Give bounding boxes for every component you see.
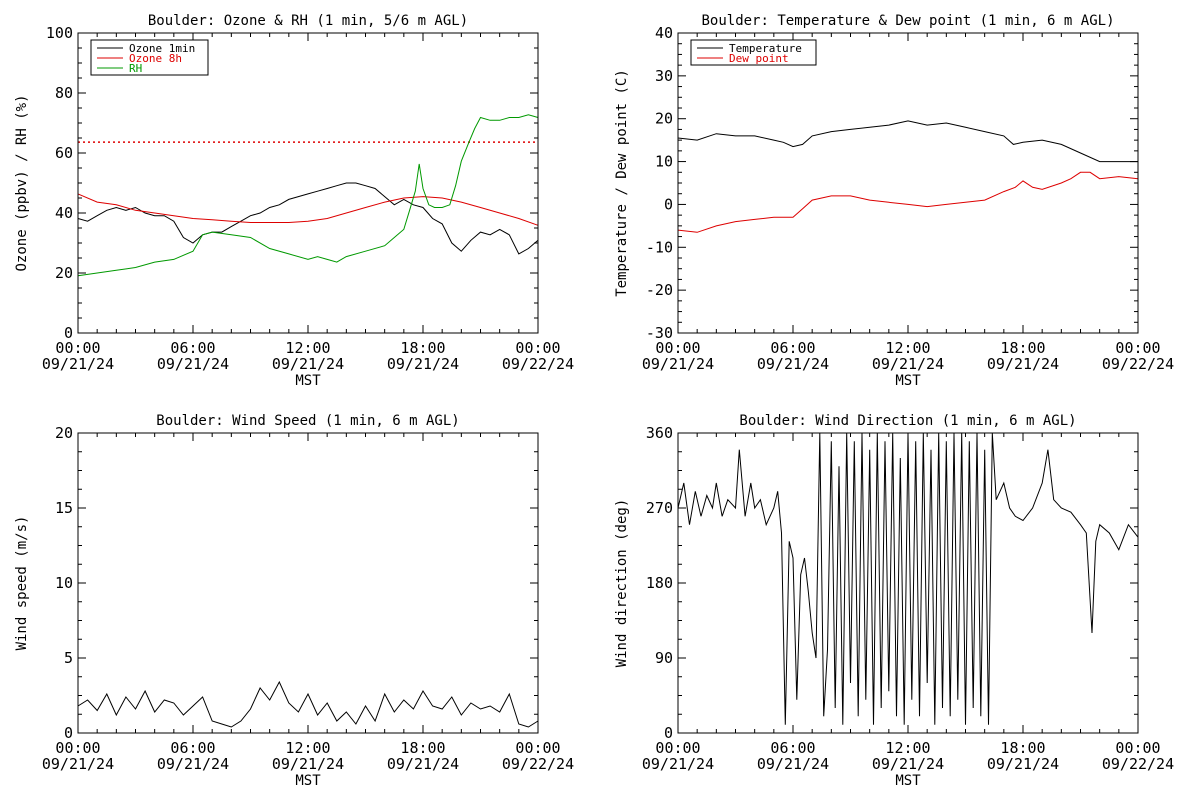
y-axis-label: Wind direction (deg) <box>614 499 630 668</box>
y-tick-label: 20 <box>55 424 73 442</box>
x-tick-date-label: 09/22/24 <box>502 355 574 373</box>
chart-title: Boulder: Ozone & RH (1 min, 5/6 m AGL) <box>148 13 468 29</box>
y-tick-label: 0 <box>664 724 673 742</box>
x-axis-label: MST <box>895 773 921 789</box>
x-tick-time-label: 12:00 <box>885 339 930 357</box>
x-tick-time-label: 12:00 <box>285 339 330 357</box>
x-tick-date-label: 09/21/24 <box>757 355 829 373</box>
x-tick-time-label: 18:00 <box>400 739 445 757</box>
legend <box>90 39 209 76</box>
x-tick-date-label: 09/21/24 <box>387 355 459 373</box>
x-tick-time-label: 00:00 <box>1115 739 1160 757</box>
x-tick-time-label: 00:00 <box>515 339 560 357</box>
ozone-rh-panel: Boulder: Ozone & RH (1 min, 5/6 m AGL) 0 2… <box>14 13 574 389</box>
series-line-rh <box>77 114 539 277</box>
y-tick-label: 30 <box>655 67 673 85</box>
y-tick-label: 5 <box>64 649 73 667</box>
plot-frame <box>677 32 1139 334</box>
y-tick-label: 60 <box>55 144 73 162</box>
legend-entry: Ozone 8h <box>129 52 182 65</box>
plot-frame <box>677 432 1139 734</box>
legend-entry: Dew point <box>729 52 789 65</box>
y-tick-label: 0 <box>64 724 73 742</box>
x-tick-date-label: 09/22/24 <box>1102 755 1174 773</box>
y-tick-label: 180 <box>646 574 673 592</box>
plot-frame <box>77 432 539 734</box>
series-line-temperature <box>677 120 1138 163</box>
y-tick-label: 360 <box>646 424 673 442</box>
y-axis-label: Temperature / Dew point (C) <box>614 69 630 297</box>
legend-entry: RH <box>129 62 142 75</box>
y-tick-label: 270 <box>646 499 673 517</box>
series-line-ozone-8h <box>77 193 539 226</box>
x-tick-date-label: 09/21/24 <box>42 755 114 773</box>
x-tick-date-label: 09/21/24 <box>272 755 344 773</box>
y-tick-label: 80 <box>55 84 73 102</box>
x-tick-time-label: 00:00 <box>655 739 700 757</box>
plot-frame <box>77 32 539 334</box>
x-tick-date-label: 09/21/24 <box>157 755 229 773</box>
y-tick-label: 90 <box>655 649 673 667</box>
x-tick-date-label: 09/22/24 <box>502 755 574 773</box>
x-tick-time-label: 06:00 <box>170 739 215 757</box>
chart-title: Boulder: Temperature & Dew point (1 min,… <box>701 13 1114 29</box>
x-tick-time-label: 18:00 <box>400 339 445 357</box>
x-tick-date-label: 09/21/24 <box>642 755 714 773</box>
legend <box>690 39 817 66</box>
x-tick-time-label: 00:00 <box>55 739 100 757</box>
y-axis-label: Wind speed (m/s) <box>14 516 30 651</box>
series-line-ozone-1min <box>77 182 539 255</box>
y-tick-label: 20 <box>655 110 673 128</box>
y-tick-label: 0 <box>64 324 73 342</box>
x-tick-date-label: 09/21/24 <box>387 755 459 773</box>
x-tick-date-label: 09/21/24 <box>987 355 1059 373</box>
y-tick-label: 100 <box>46 24 73 42</box>
series-line-0 <box>77 680 539 728</box>
y-tick-label: 0 <box>664 195 673 213</box>
temperature-dewpoint-panel: Boulder: Temperature & Dew point (1 min,… <box>614 13 1174 389</box>
x-tick-date-label: 09/21/24 <box>872 355 944 373</box>
x-tick-date-label: 09/21/24 <box>157 355 229 373</box>
y-axis-label: Ozone (ppbv) / RH (%) <box>14 94 30 271</box>
chart-title: Boulder: Wind Speed (1 min, 6 m AGL) <box>156 413 459 429</box>
y-tick-label: -30 <box>646 324 673 342</box>
x-tick-time-label: 06:00 <box>770 739 815 757</box>
chart-title: Boulder: Wind Direction (1 min, 6 m AGL) <box>739 413 1076 429</box>
y-tick-label: 40 <box>55 204 73 222</box>
x-tick-date-label: 09/22/24 <box>1102 355 1174 373</box>
series-line-0 <box>677 432 1139 725</box>
x-tick-time-label: 00:00 <box>1115 339 1160 357</box>
x-tick-date-label: 09/21/24 <box>987 755 1059 773</box>
x-tick-date-label: 09/21/24 <box>757 755 829 773</box>
x-tick-time-label: 00:00 <box>515 739 560 757</box>
x-tick-time-label: 18:00 <box>1000 739 1045 757</box>
wind-speed-panel: Boulder: Wind Speed (1 min, 6 m AGL) 0 5 10… <box>14 413 574 789</box>
y-tick-label: 40 <box>655 24 673 42</box>
y-tick-label: 10 <box>655 153 673 171</box>
x-tick-time-label: 06:00 <box>170 339 215 357</box>
x-tick-time-label: 12:00 <box>885 739 930 757</box>
x-axis-label: MST <box>295 773 321 789</box>
x-tick-date-label: 09/21/24 <box>272 355 344 373</box>
x-tick-time-label: 00:00 <box>655 339 700 357</box>
legend-entry: Ozone 1min <box>129 42 195 55</box>
y-tick-label: -10 <box>646 238 673 256</box>
y-tick-label: 15 <box>55 499 73 517</box>
x-tick-time-label: 06:00 <box>770 339 815 357</box>
x-tick-time-label: 18:00 <box>1000 339 1045 357</box>
y-tick-label: 10 <box>55 574 73 592</box>
series-line-dew-point <box>677 171 1139 233</box>
y-tick-label: 20 <box>55 264 73 282</box>
y-tick-label: -20 <box>646 281 673 299</box>
x-axis-label: MST <box>895 373 921 389</box>
legend-entry: Temperature <box>729 42 802 55</box>
x-axis-label: MST <box>295 373 321 389</box>
x-tick-date-label: 09/21/24 <box>872 755 944 773</box>
x-tick-date-label: 09/21/24 <box>42 355 114 373</box>
x-tick-date-label: 09/21/24 <box>642 355 714 373</box>
wind-direction-panel: Boulder: Wind Direction (1 min, 6 m AGL)… <box>614 413 1174 789</box>
x-tick-time-label: 12:00 <box>285 739 330 757</box>
x-tick-time-label: 00:00 <box>55 339 100 357</box>
